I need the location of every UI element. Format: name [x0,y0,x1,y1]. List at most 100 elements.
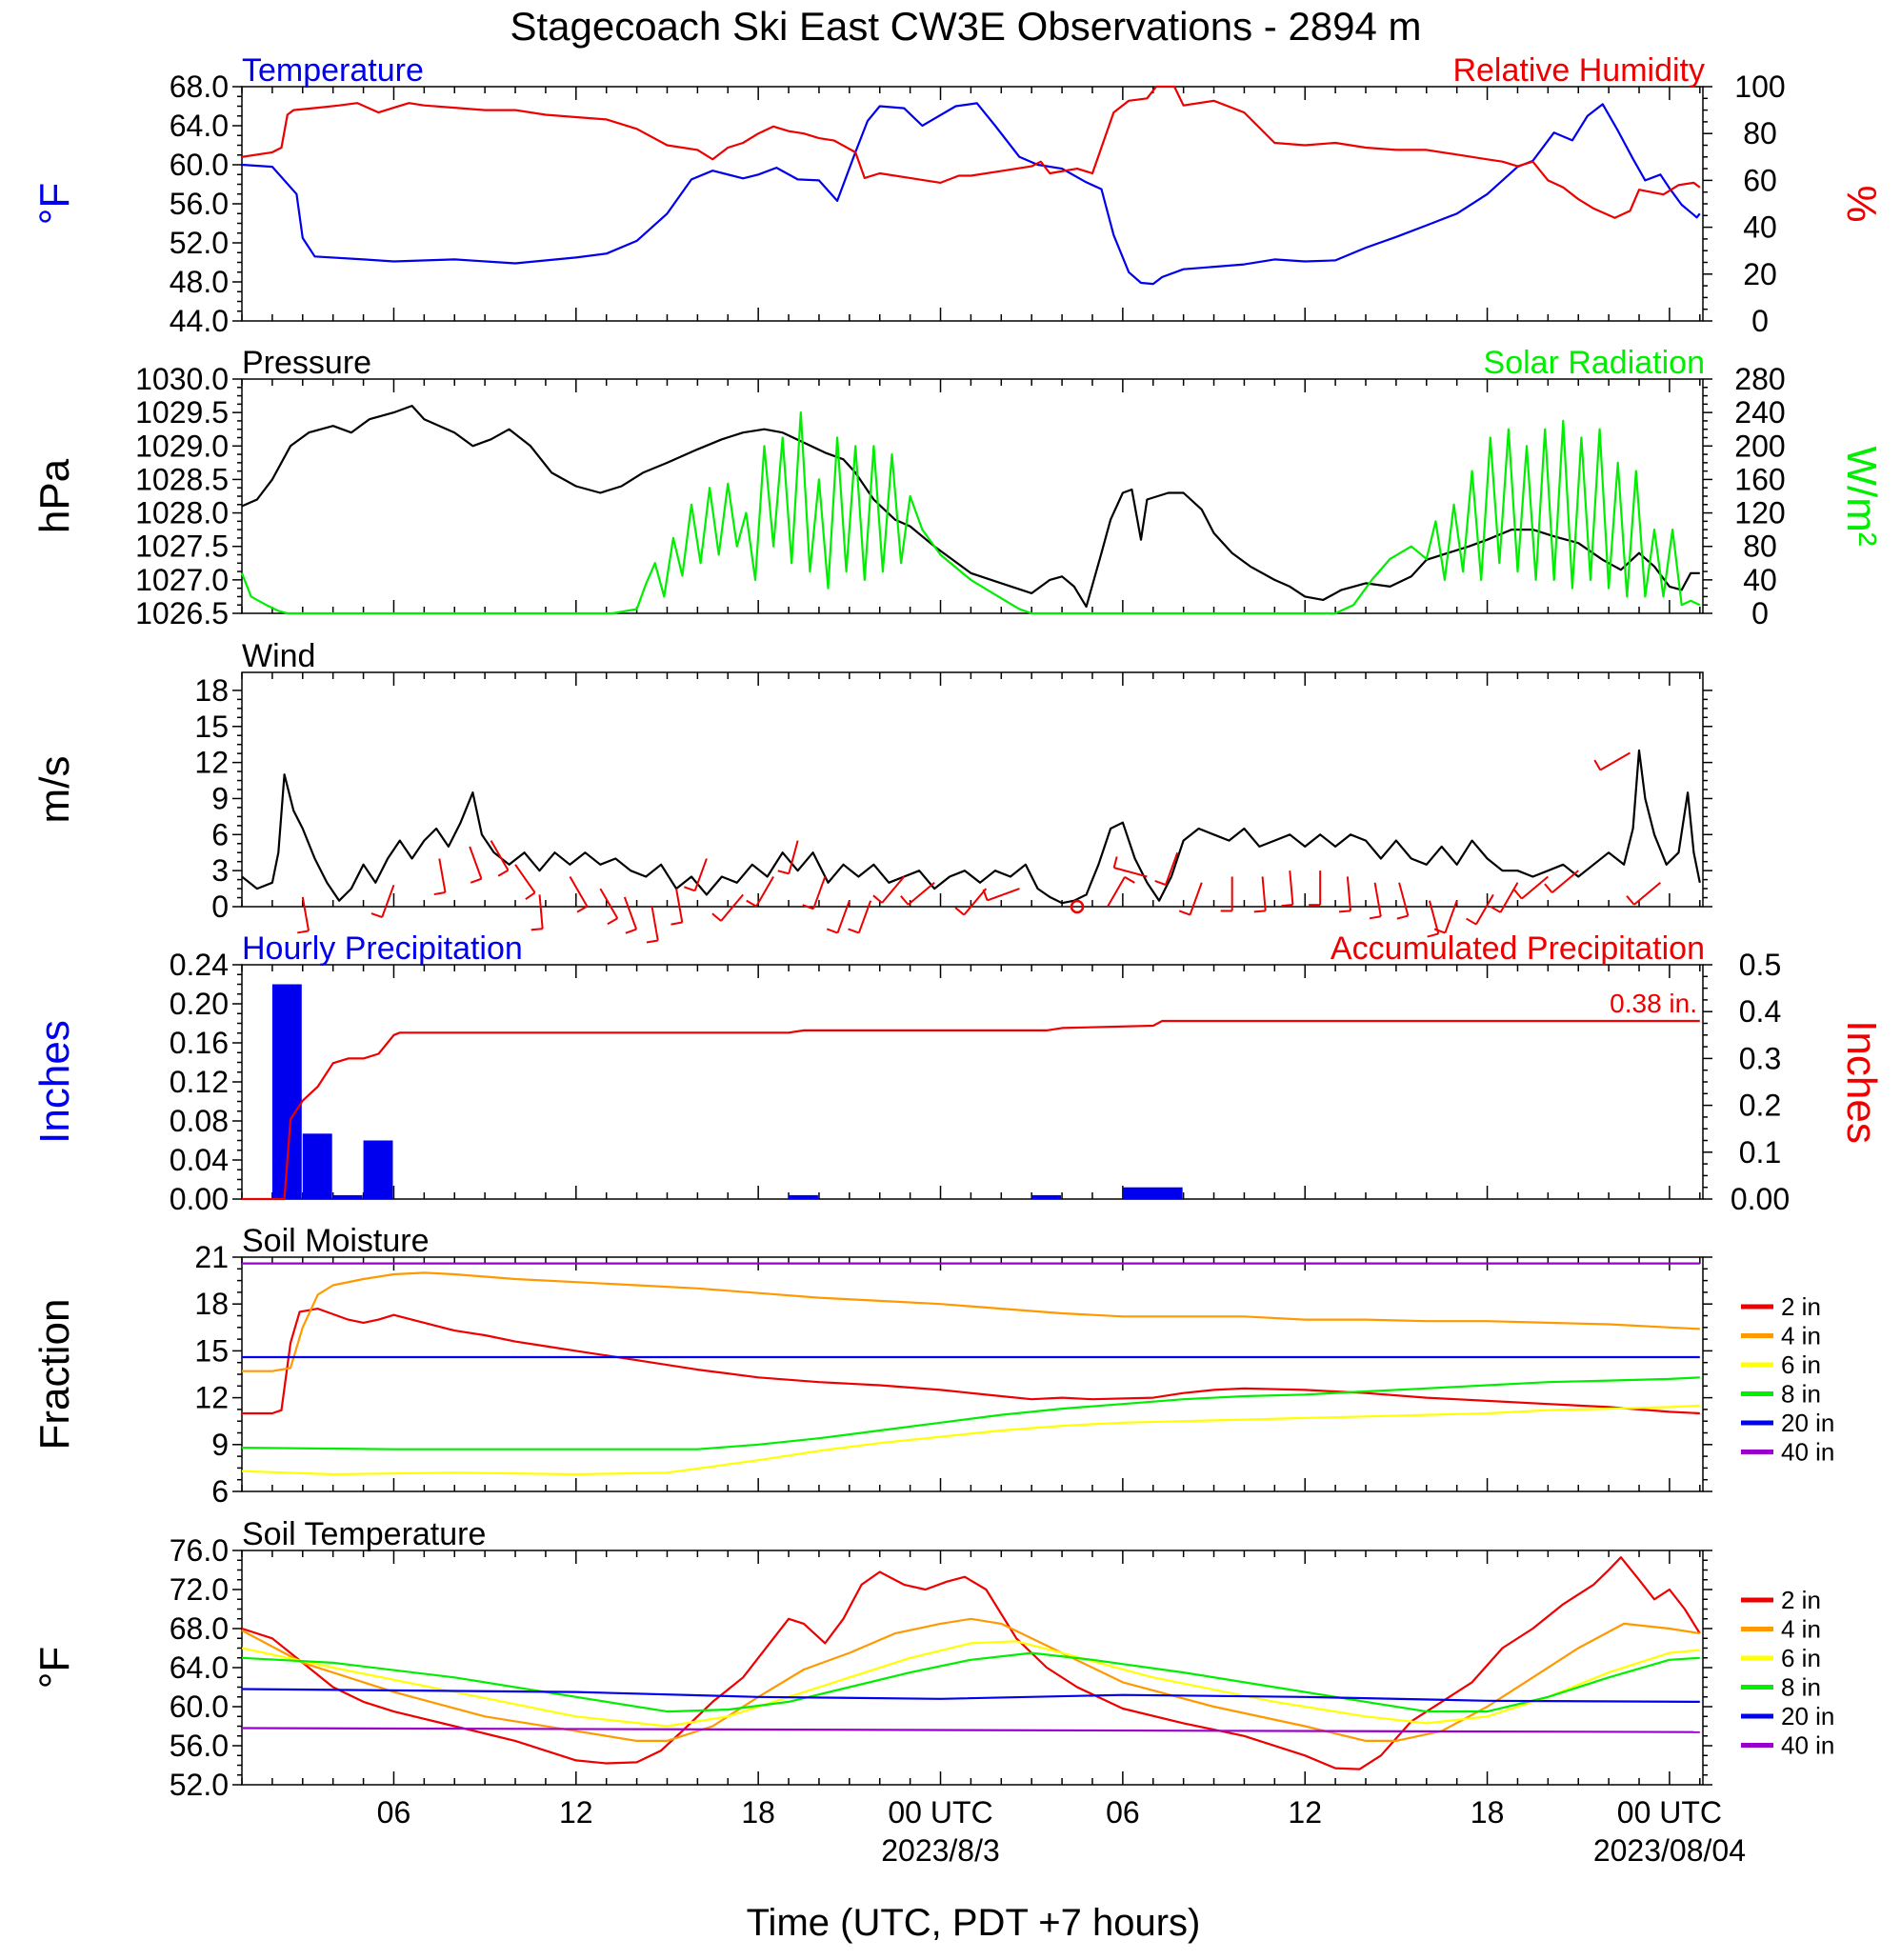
precip-bar [332,1194,363,1199]
panel-precip: 0.00 0.04 0.08 0.12 0.16 0.20 0.24 0.00 0.1 0.2 0.… [31,930,1885,1216]
y-right-tick-label: 80 [1743,530,1777,564]
y-right-tick-label: 200 [1734,429,1785,463]
y-axis-label-left: Inches [31,1020,78,1144]
wind-barb [711,893,744,922]
wind-barb [1220,876,1233,912]
panel-soil-temp: 52.0 56.0 60.0 64.0 68.0 72.0 76.0 Soil Tempera… [31,1516,1834,1802]
panel-pressure-solar: 1026.51027.01027.51028.01028.51029.01029… [31,345,1885,630]
y-tick-label: 1030.0 [135,362,229,396]
panels-layer: 44.048.052.056.060.064.068.0020406080100… [31,52,1885,1802]
wind-barb [1544,870,1579,894]
wind-barb [1513,875,1549,900]
wind-barb [826,900,850,934]
y-right-tick-label: 160 [1734,462,1785,496]
x-date-label: 2023/8/3 [881,1833,1000,1868]
precip-bar [302,1133,332,1199]
y-tick-label: 9 [211,781,229,815]
y-tick-label: 1029.0 [135,429,229,463]
wind-barb [530,894,544,931]
wind-barb [1338,876,1351,913]
y-tick-label: 0.16 [170,1026,229,1060]
wind-barb [1427,900,1440,938]
panel-title-right: Relative Humidity [1452,52,1705,89]
y-right-tick-label: 280 [1734,362,1785,396]
legend-item: 4 in [1741,1615,1821,1644]
y-tick-label: 9 [211,1428,229,1462]
wind-barb [802,876,827,910]
precip-bar [1122,1187,1183,1199]
y-tick-label: 6 [211,817,229,851]
y-tick-label: 1029.5 [135,395,229,430]
wind-barb [1433,900,1458,934]
y-tick-label: 18 [194,1287,229,1321]
precip-bar [1031,1194,1062,1199]
y-axis-label-right: W/m² [1838,446,1885,546]
panel-title-left: Hourly Precipitation [242,930,523,967]
wind-barb [433,858,447,896]
chart-title: Stagecoach Ski East CW3E Observations - … [510,4,1421,49]
y-tick-label: 21 [194,1240,229,1274]
wind-barb [569,875,589,913]
legend-label: 20 in [1781,1702,1834,1730]
x-axis-label: Time (UTC, PDT +7 hours) [747,1902,1201,1944]
y-right-tick-label: 100 [1734,70,1785,104]
wind-barb [1466,893,1494,926]
series-line [241,1640,1700,1728]
legend-label: 40 in [1781,1438,1834,1467]
series-line [242,1019,1700,1201]
panel-title-left: Temperature [242,52,424,89]
y-tick-label: 1027.5 [135,530,229,564]
x-date-label: 2023/08/04 [1593,1833,1746,1868]
y-right-tick-label: 80 [1743,116,1777,150]
y-tick-label: 1028.5 [135,462,229,496]
y-tick-label: 64.0 [170,1650,229,1685]
accum-total-label: 0.38 in. [1610,989,1697,1018]
y-tick-label: 0.12 [170,1065,229,1099]
wind-barb [1281,870,1294,908]
panel-title-left: Wind [242,638,315,674]
y-tick-label: 6 [211,1474,229,1509]
wind-barb [1396,882,1410,920]
y-tick-label: 68.0 [170,1611,229,1646]
wind-barb [1369,882,1382,920]
wind-barb [370,884,395,919]
panel-title-left: Pressure [242,345,371,381]
wind-barb [599,888,619,926]
series-line [241,102,1701,286]
legend-label: 40 in [1781,1731,1834,1760]
y-right-tick-label: 40 [1743,210,1777,245]
y-tick-label: 64.0 [170,109,229,143]
precip-bar [789,1194,818,1199]
wind-barb [670,888,684,926]
y-tick-label: 72.0 [170,1572,229,1607]
y-right-tick-label: 40 [1743,563,1777,597]
series-line [241,749,1701,905]
y-tick-label: 1028.0 [135,496,229,530]
wind-barb [900,882,935,906]
wind-barb [1593,751,1631,771]
panel-soil-moisture: 6 9 12 15 18 21 Soil Moisture Fraction 2 in4 in6… [31,1223,1834,1509]
x-tick-label: 18 [741,1795,775,1830]
y-right-tick-label: 0.4 [1739,994,1781,1029]
y-tick-label: 0.24 [170,948,229,982]
wind-barb [1626,882,1661,906]
y-tick-label: 0.04 [170,1143,229,1177]
legend-item: 6 in [1741,1644,1821,1672]
wind-barb [1309,870,1322,907]
wind-barb [297,896,310,934]
wind-barb [1107,875,1135,908]
y-tick-label: 60.0 [170,1690,229,1724]
y-right-tick-label: 240 [1734,395,1785,430]
x-tick-label: 00 UTC [1617,1795,1722,1830]
y-tick-label: 0.20 [170,987,229,1021]
legend-label: 4 in [1781,1615,1821,1644]
wind-barb [623,896,638,934]
wind-barb [848,900,872,934]
legend-label: 6 in [1781,1644,1821,1672]
y-tick-label: 44.0 [170,304,229,338]
legend-item: 40 in [1741,1438,1834,1467]
wind-barb [746,875,774,908]
wind-barb [1178,882,1203,916]
